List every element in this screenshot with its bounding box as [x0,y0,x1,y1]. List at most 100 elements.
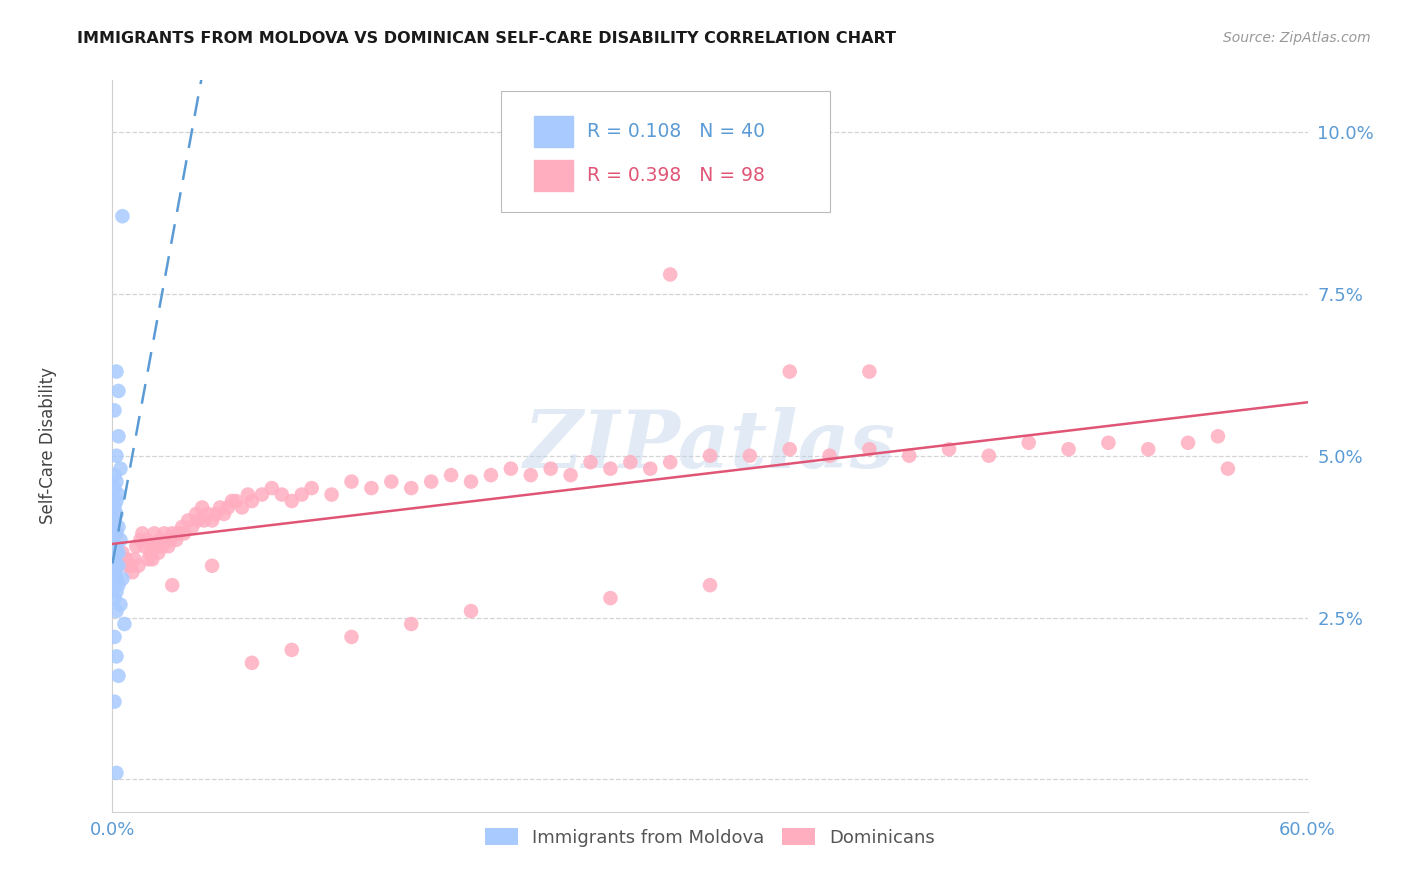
Point [103,513,125,527]
Point [149,533,172,547]
Point [138,552,160,566]
Point [619,455,641,469]
Point [1018,435,1040,450]
Point [105,507,128,521]
Point [186,507,208,521]
Point [240,494,263,508]
Point [110,461,132,475]
Point [301,481,323,495]
Point [858,442,880,457]
Point [1137,442,1160,457]
Text: Source: ZipAtlas.com: Source: ZipAtlas.com [1223,31,1371,45]
Point [858,365,880,379]
Point [440,468,463,483]
Point [110,533,132,547]
Point [103,403,125,417]
Point [153,526,176,541]
Point [699,449,721,463]
Point [129,533,152,547]
Point [105,539,128,553]
Point [599,461,621,475]
Point [125,539,148,553]
Point [1216,461,1239,475]
Point [103,526,125,541]
Point [105,494,128,508]
Point [938,442,960,457]
Text: R = 0.398   N = 98: R = 0.398 N = 98 [586,166,765,185]
Point [221,494,243,508]
Point [159,533,181,547]
Point [340,475,363,489]
Point [1057,442,1080,457]
Point [107,578,129,592]
Point [103,539,125,553]
Point [193,513,215,527]
Point [231,500,253,515]
Point [260,481,283,495]
Point [779,442,801,457]
Point [977,449,1000,463]
Point [141,539,163,553]
Point [240,656,263,670]
Point [103,481,125,495]
Point [236,487,259,501]
Point [499,461,522,475]
Point [120,558,142,573]
Legend: Immigrants from Moldova, Dominicans: Immigrants from Moldova, Dominicans [478,821,942,854]
Point [107,558,129,573]
Point [105,526,128,541]
Point [103,566,125,580]
Point [105,546,128,560]
Point [103,695,125,709]
Point [659,455,682,469]
Point [135,533,157,547]
Point [103,500,125,515]
FancyBboxPatch shape [501,91,830,212]
Point [197,507,219,521]
Point [177,513,200,527]
Point [107,546,129,560]
Point [212,507,235,521]
Point [124,552,146,566]
Point [818,449,841,463]
Point [380,475,402,489]
Point [107,520,129,534]
Point [105,584,128,599]
Point [460,604,482,618]
Point [139,546,162,560]
Text: R = 0.108   N = 40: R = 0.108 N = 40 [586,122,765,141]
Point [131,526,153,541]
Point [291,487,314,501]
Point [217,500,239,515]
Point [191,500,214,515]
Point [103,552,125,566]
Point [111,546,134,560]
Point [167,526,190,541]
Point [281,494,304,508]
Point [360,481,382,495]
Point [401,617,423,632]
Point [103,591,125,606]
Point [127,558,149,573]
Text: IMMIGRANTS FROM MOLDOVA VS DOMINICAN SELF-CARE DISABILITY CORRELATION CHART: IMMIGRANTS FROM MOLDOVA VS DOMINICAN SEL… [77,31,897,46]
Point [150,539,173,553]
Point [111,572,134,586]
Point [157,539,180,553]
Point [155,533,177,547]
Point [779,365,801,379]
Bar [534,116,572,147]
Point [114,617,135,632]
Point [141,552,163,566]
Point [1097,435,1119,450]
Point [105,475,128,489]
Point [340,630,363,644]
Point [599,591,621,606]
Point [107,487,129,501]
Point [579,455,602,469]
Point [560,468,582,483]
Point [479,468,502,483]
Point [103,468,125,483]
Point [105,572,128,586]
Point [105,765,128,780]
Point [699,578,721,592]
